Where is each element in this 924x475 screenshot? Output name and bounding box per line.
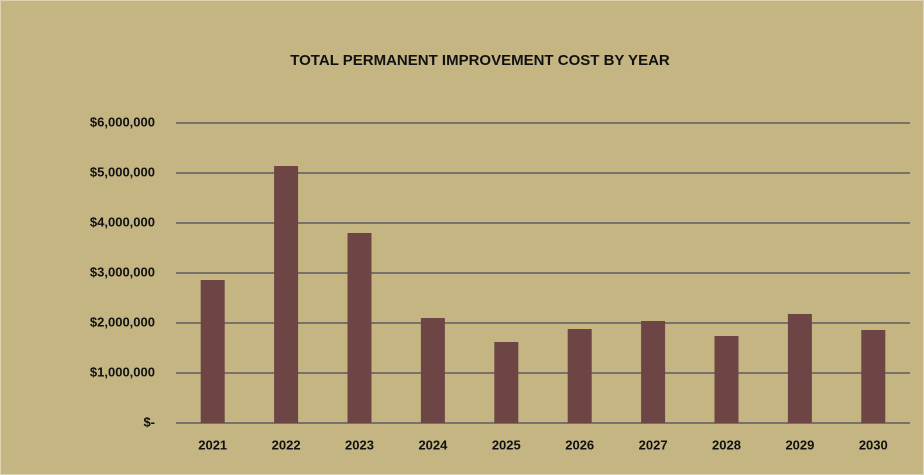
y-tick-label: $5,000,000: [90, 164, 155, 179]
x-tick-label: 2028: [712, 437, 741, 452]
bar: [494, 342, 519, 423]
x-tick-label: 2022: [272, 437, 301, 452]
bar: [641, 321, 666, 423]
x-tick-label: 2024: [418, 437, 448, 452]
x-tick-label: 2027: [639, 437, 668, 452]
x-tick-label: 2026: [565, 437, 594, 452]
x-tick-label: 2021: [198, 437, 227, 452]
y-tick-label: $3,000,000: [90, 264, 155, 279]
y-tick-label: $1,000,000: [90, 364, 155, 379]
chart-title: TOTAL PERMANENT IMPROVEMENT COST BY YEAR: [290, 52, 670, 69]
x-tick-label: 2025: [492, 437, 521, 452]
bar: [420, 318, 445, 423]
bar: [274, 166, 299, 423]
x-tick-label: 2029: [785, 437, 814, 452]
bar: [567, 329, 592, 423]
bar: [347, 233, 372, 423]
y-tick-label: $-: [143, 414, 155, 429]
bar: [787, 314, 812, 423]
bar: [714, 336, 739, 423]
y-tick-label: $2,000,000: [90, 314, 155, 329]
bar: [200, 280, 225, 423]
y-tick-label: $6,000,000: [90, 114, 155, 129]
x-tick-label: 2030: [859, 437, 888, 452]
bar: [861, 330, 886, 423]
y-tick-label: $4,000,000: [90, 214, 155, 229]
x-tick-label: 2023: [345, 437, 374, 452]
